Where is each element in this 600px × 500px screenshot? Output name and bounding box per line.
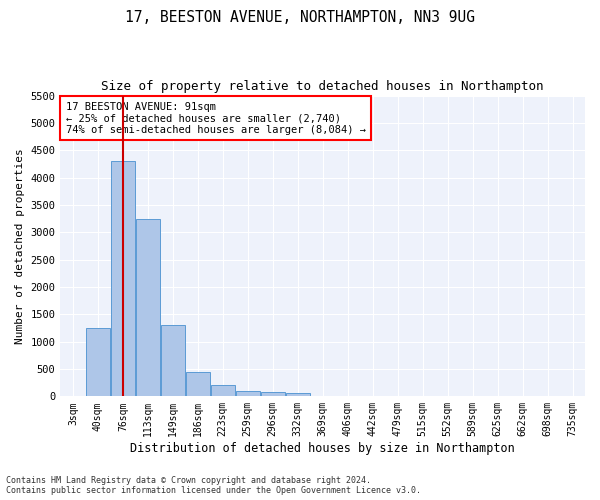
Bar: [261, 392, 284, 396]
Bar: [186, 372, 209, 396]
X-axis label: Distribution of detached houses by size in Northampton: Distribution of detached houses by size …: [130, 442, 515, 455]
Bar: [286, 393, 310, 396]
Y-axis label: Number of detached properties: Number of detached properties: [15, 148, 25, 344]
Bar: [236, 391, 260, 396]
Text: 17 BEESTON AVENUE: 91sqm
← 25% of detached houses are smaller (2,740)
74% of sem: 17 BEESTON AVENUE: 91sqm ← 25% of detach…: [65, 102, 365, 135]
Bar: [111, 161, 135, 396]
Bar: [136, 218, 160, 396]
Bar: [161, 325, 185, 396]
Title: Size of property relative to detached houses in Northampton: Size of property relative to detached ho…: [101, 80, 544, 93]
Text: Contains HM Land Registry data © Crown copyright and database right 2024.
Contai: Contains HM Land Registry data © Crown c…: [6, 476, 421, 495]
Text: 17, BEESTON AVENUE, NORTHAMPTON, NN3 9UG: 17, BEESTON AVENUE, NORTHAMPTON, NN3 9UG: [125, 10, 475, 25]
Bar: [211, 386, 235, 396]
Bar: [86, 328, 110, 396]
